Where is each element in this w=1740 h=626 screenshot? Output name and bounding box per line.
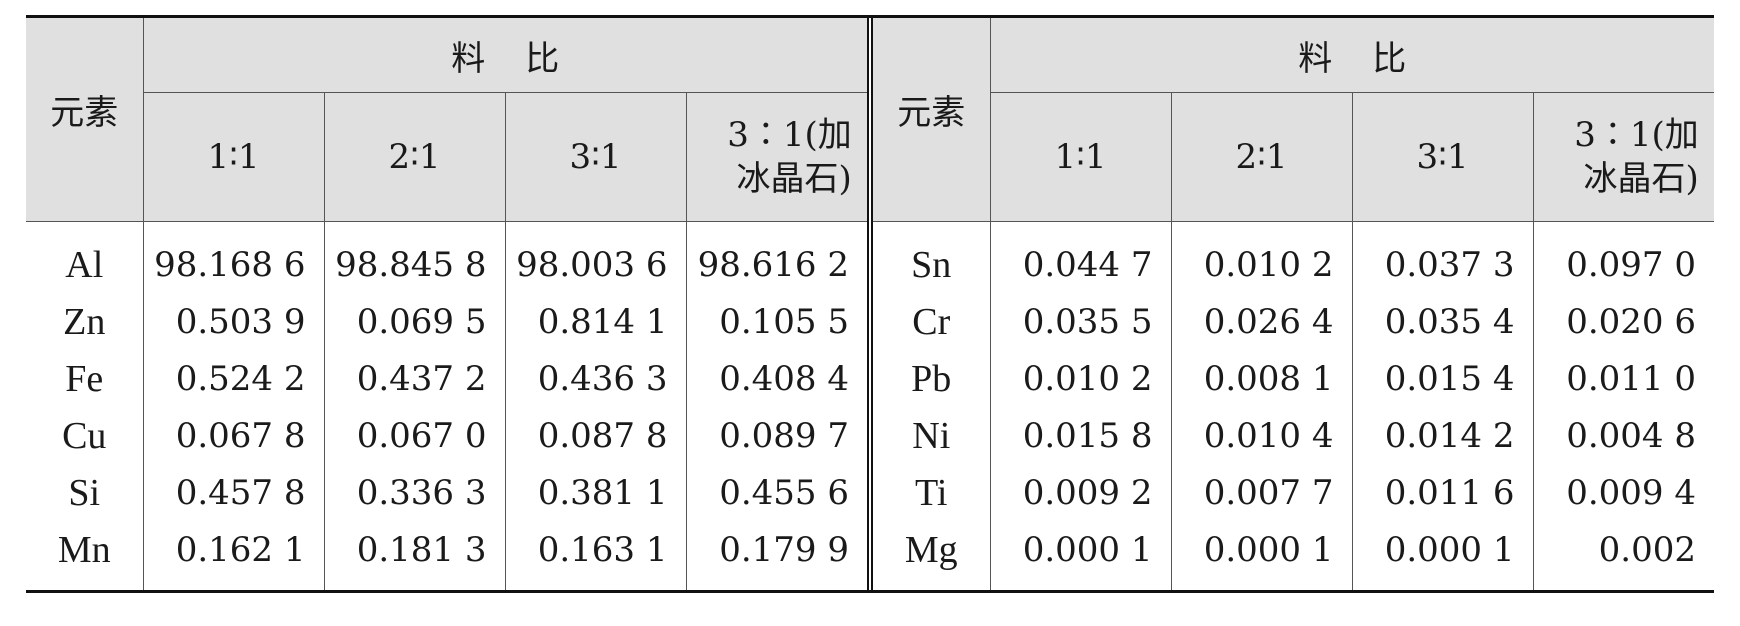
value-cell: 0.524 2 xyxy=(142,350,325,407)
composition-table: 元素 料比 1∶1 2∶1 3∶1 3∶1(加冰晶石) Al 98.168 6 … xyxy=(26,15,1714,593)
ratio-header: 料比 xyxy=(142,18,867,93)
value-cell: 0.179 9 xyxy=(685,521,867,590)
element-header: 元素 xyxy=(26,18,144,222)
value-cell: 0.014 2 xyxy=(1351,407,1534,464)
table-body-frame: 元素 料比 1∶1 2∶1 3∶1 3∶1(加冰晶石) Al 98.168 6 … xyxy=(26,15,1714,593)
element-cell: Si xyxy=(26,464,144,521)
ratio-column-header: 3∶1(加冰晶石) xyxy=(1532,92,1714,222)
ratio-column-header: 3∶1 xyxy=(504,92,687,222)
element-cell: Pb xyxy=(873,350,991,407)
value-cell: 98.003 6 xyxy=(504,221,687,293)
ratio-header: 料比 xyxy=(989,18,1714,93)
value-cell: 0.181 3 xyxy=(323,521,506,590)
table-row: Ni 0.015 8 0.010 4 0.014 2 0.004 8 xyxy=(873,407,1714,464)
value-cell: 0.035 4 xyxy=(1351,293,1534,350)
value-cell: 0.015 4 xyxy=(1351,350,1534,407)
element-cell: Al xyxy=(26,221,144,293)
value-cell: 0.067 0 xyxy=(323,407,506,464)
value-cell: 0.336 3 xyxy=(323,464,506,521)
element-cell: Zn xyxy=(26,293,144,350)
value-cell: 0.105 5 xyxy=(685,293,867,350)
value-cell: 0.381 1 xyxy=(504,464,687,521)
value-cell: 0.000 1 xyxy=(1170,521,1353,590)
ratio-column-header: 1∶1 xyxy=(143,92,325,222)
value-cell: 0.503 9 xyxy=(142,293,325,350)
value-cell: 0.163 1 xyxy=(504,521,687,590)
value-cell: 0.011 6 xyxy=(1351,464,1534,521)
value-cell: 0.010 2 xyxy=(1170,221,1353,293)
element-cell: Ti xyxy=(873,464,991,521)
element-cell: Fe xyxy=(26,350,144,407)
value-cell: 0.002 xyxy=(1532,521,1714,590)
value-cell: 0.015 8 xyxy=(989,407,1172,464)
element-cell: Ni xyxy=(873,407,991,464)
value-cell: 0.026 4 xyxy=(1170,293,1353,350)
ratio-column-header: 1∶1 xyxy=(990,92,1172,222)
value-cell: 0.035 5 xyxy=(989,293,1172,350)
value-cell: 0.069 5 xyxy=(323,293,506,350)
value-cell: 0.008 1 xyxy=(1170,350,1353,407)
table-row: Cr 0.035 5 0.026 4 0.035 4 0.020 6 xyxy=(873,293,1714,350)
element-cell: Mn xyxy=(26,521,144,590)
right-half: 元素 料比 1∶1 2∶1 3∶1 3∶1(加冰晶石) Sn 0.044 7 0… xyxy=(873,18,1714,590)
value-cell: 0.004 8 xyxy=(1532,407,1714,464)
value-cell: 0.455 6 xyxy=(685,464,867,521)
ratio-column-header: 2∶1 xyxy=(1170,92,1353,222)
value-cell: 0.067 8 xyxy=(142,407,325,464)
value-cell: 0.010 4 xyxy=(1170,407,1353,464)
value-cell: 0.436 3 xyxy=(504,350,687,407)
ratio-column-header: 2∶1 xyxy=(323,92,506,222)
value-cell: 0.408 4 xyxy=(685,350,867,407)
value-cell: 98.616 2 xyxy=(685,221,867,293)
value-cell: 0.457 8 xyxy=(142,464,325,521)
table-row: Mn 0.162 1 0.181 3 0.163 1 0.179 9 xyxy=(26,521,867,590)
value-cell: 0.009 4 xyxy=(1532,464,1714,521)
element-cell: Sn xyxy=(873,221,991,293)
element-header: 元素 xyxy=(873,18,991,222)
table-row: Zn 0.503 9 0.069 5 0.814 1 0.105 5 xyxy=(26,293,867,350)
value-cell: 98.168 6 xyxy=(142,221,325,293)
ratio-column-header: 3∶1 xyxy=(1351,92,1534,222)
table-row: Cu 0.067 8 0.067 0 0.087 8 0.089 7 xyxy=(26,407,867,464)
double-rule-divider xyxy=(867,18,873,590)
table-row: Mg 0.000 1 0.000 1 0.000 1 0.002 xyxy=(873,521,1714,590)
table-row: Ti 0.009 2 0.007 7 0.011 6 0.009 4 xyxy=(873,464,1714,521)
value-cell: 0.089 7 xyxy=(685,407,867,464)
element-cell: Cr xyxy=(873,293,991,350)
value-cell: 0.010 2 xyxy=(989,350,1172,407)
left-table: 元素 料比 1∶1 2∶1 3∶1 3∶1(加冰晶石) Al 98.168 6 … xyxy=(26,18,867,590)
table-row: Si 0.457 8 0.336 3 0.381 1 0.455 6 xyxy=(26,464,867,521)
value-cell: 0.000 1 xyxy=(1351,521,1534,590)
value-cell: 0.044 7 xyxy=(989,221,1172,293)
value-cell: 0.000 1 xyxy=(989,521,1172,590)
right-table: 元素 料比 1∶1 2∶1 3∶1 3∶1(加冰晶石) Sn 0.044 7 0… xyxy=(873,18,1714,590)
element-cell: Mg xyxy=(873,521,991,590)
value-cell: 0.011 0 xyxy=(1532,350,1714,407)
value-cell: 98.845 8 xyxy=(323,221,506,293)
value-cell: 0.162 1 xyxy=(142,521,325,590)
value-cell: 0.437 2 xyxy=(323,350,506,407)
left-half: 元素 料比 1∶1 2∶1 3∶1 3∶1(加冰晶石) Al 98.168 6 … xyxy=(26,18,867,590)
value-cell: 0.097 0 xyxy=(1532,221,1714,293)
value-cell: 0.020 6 xyxy=(1532,293,1714,350)
value-cell: 0.009 2 xyxy=(989,464,1172,521)
value-cell: 0.814 1 xyxy=(504,293,687,350)
value-cell: 0.037 3 xyxy=(1351,221,1534,293)
table-row: Al 98.168 6 98.845 8 98.003 6 98.616 2 xyxy=(26,221,867,293)
ratio-column-header: 3∶1(加冰晶石) xyxy=(685,92,867,222)
table-row: Fe 0.524 2 0.437 2 0.436 3 0.408 4 xyxy=(26,350,867,407)
element-cell: Cu xyxy=(26,407,144,464)
value-cell: 0.007 7 xyxy=(1170,464,1353,521)
table-row: Pb 0.010 2 0.008 1 0.015 4 0.011 0 xyxy=(873,350,1714,407)
value-cell: 0.087 8 xyxy=(504,407,687,464)
table-row: Sn 0.044 7 0.010 2 0.037 3 0.097 0 xyxy=(873,221,1714,293)
